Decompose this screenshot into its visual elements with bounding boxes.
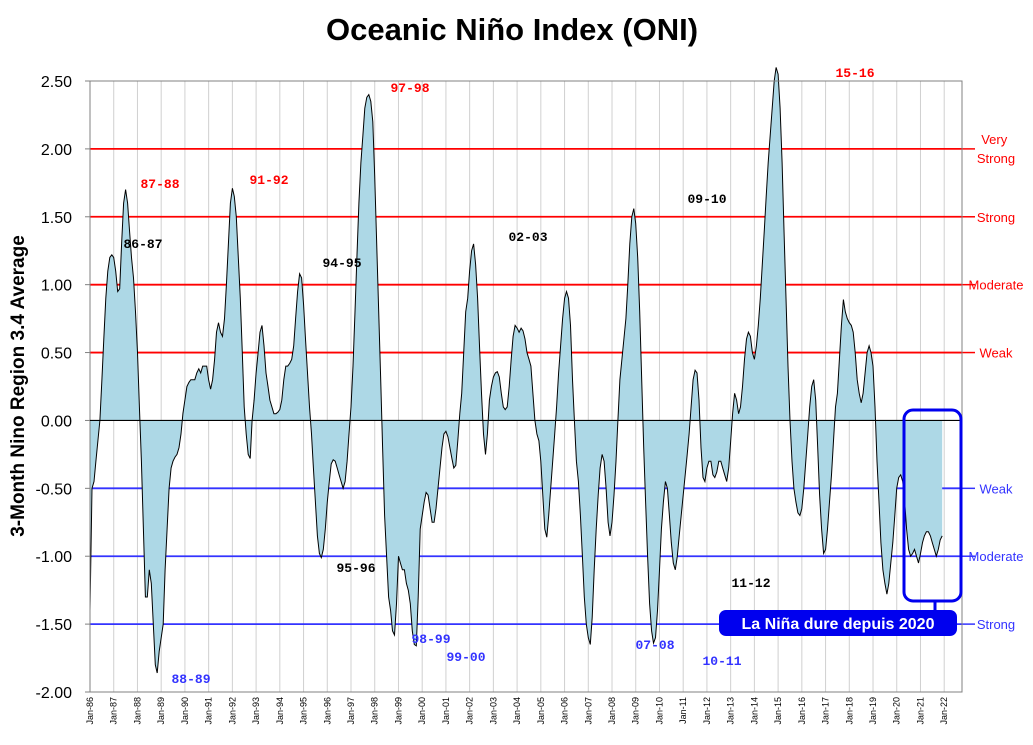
oni-line	[89, 67, 943, 674]
threshold-label: Strong	[977, 210, 1015, 225]
event-label: 07-08	[635, 638, 674, 653]
x-tick-label: Jan-97	[346, 697, 356, 725]
y-tick-label: -2.00	[36, 685, 73, 702]
x-tick-label: Jan-04	[512, 697, 522, 725]
x-tick-label: Jan-05	[536, 697, 546, 725]
event-label: 87-88	[140, 177, 179, 192]
chart-title: Oceanic Niño Index (ONI)	[326, 12, 698, 47]
plot-frame	[89, 80, 963, 693]
la-nina-annotation: La Niña dure depuis 2020	[719, 408, 963, 636]
y-tick-label: 2.00	[41, 142, 72, 159]
oni-area-fill	[90, 67, 943, 673]
x-tick-label: Jan-91	[204, 697, 214, 725]
x-tick-label: Jan-21	[916, 697, 926, 725]
y-tick-label: 0.00	[41, 413, 72, 430]
x-tick-label: Jan-07	[583, 697, 593, 725]
threshold-lines: Very Strong Strong Moderate Weak Weak Moderat…	[90, 132, 1023, 632]
threshold-label: Strong	[977, 617, 1015, 632]
x-tick-label: Jan-19	[868, 697, 878, 725]
x-tick-label: Jan-92	[227, 697, 237, 725]
event-label: 95-96	[336, 561, 375, 576]
y-tick-label: 1.00	[41, 278, 72, 295]
event-label: 86-87	[123, 237, 162, 252]
x-tick-label: Jan-00	[417, 697, 427, 725]
event-label: 10-11	[702, 654, 741, 669]
x-tick-label: Jan-98	[370, 697, 380, 725]
event-label: 11-12	[731, 576, 770, 591]
threshold-label: Weak	[980, 346, 1013, 361]
x-tick-label: Jan-06	[560, 697, 570, 725]
x-tick-label: Jan-18	[844, 697, 854, 725]
y-tick-label: 2.50	[41, 74, 72, 91]
callout-box	[719, 610, 957, 636]
threshold-label: Very Strong	[977, 132, 1015, 166]
event-label: 09-10	[687, 192, 726, 207]
event-label: 15-16	[835, 66, 874, 81]
x-tick-label: Jan-99	[394, 697, 404, 725]
x-tick-label: Jan-02	[465, 697, 475, 725]
x-tick-label: Jan-13	[726, 697, 736, 725]
x-tick-label: Jan-09	[631, 697, 641, 725]
event-label: 98-99	[411, 632, 450, 647]
threshold-label: Moderate	[969, 278, 1024, 293]
event-label: 88-89	[171, 672, 210, 687]
event-labels: 86-87 87-88 88-89 91-92 94-95 95-96 97-98 98-99…	[123, 66, 874, 687]
series-area	[89, 67, 943, 674]
y-tick-label: 1.50	[41, 210, 72, 227]
x-tick-label: Jan-14	[749, 697, 759, 725]
x-tick-labels: Jan-86 Jan-87 Jan-88 Jan-89 Jan-90 Jan-91 Jan-…	[85, 697, 949, 725]
y-tick-label: -1.50	[36, 617, 73, 634]
x-tick-label: Jan-20	[892, 697, 902, 725]
y-tick-label: -0.50	[36, 481, 73, 498]
x-tick-label: Jan-16	[797, 697, 807, 725]
x-tick-label: Jan-94	[275, 697, 285, 725]
x-tick-label: Jan-90	[180, 697, 190, 725]
x-tick-label: Jan-17	[821, 697, 831, 725]
threshold-label: Moderate	[969, 549, 1024, 564]
y-tick-labels: -2.00 -1.50 -1.00 -0.50 0.00 0.50 1.00 1.50 2.00…	[36, 74, 90, 702]
x-tick-label: Jan-89	[156, 697, 166, 725]
x-tick-label: Jan-88	[133, 697, 143, 725]
x-tick-label: Jan-15	[773, 697, 783, 725]
x-tick-label: Jan-22	[939, 697, 949, 725]
x-tick-label: Jan-03	[488, 697, 498, 725]
x-tick-label: Jan-01	[441, 697, 451, 725]
x-tick-label: Jan-08	[607, 697, 617, 725]
event-label: 91-92	[249, 173, 288, 188]
x-tick-label: Jan-12	[702, 697, 712, 725]
event-label: 02-03	[508, 230, 547, 245]
x-tick-label: Jan-93	[251, 697, 261, 725]
threshold-label: Weak	[980, 481, 1013, 496]
x-tick-label: Jan-95	[299, 697, 309, 725]
x-tick-label: Jan-10	[655, 697, 665, 725]
x-tick-label: Jan-86	[85, 697, 95, 725]
x-tick-label: Jan-87	[109, 697, 119, 725]
callout-text: La Niña dure depuis 2020	[742, 616, 935, 633]
x-tick-label: Jan-96	[322, 697, 332, 725]
axes	[89, 80, 963, 693]
event-label: 97-98	[390, 81, 429, 96]
y-tick-label: -1.00	[36, 549, 73, 566]
y-axis-label: 3-Month Nino Region 3.4 Average	[8, 235, 29, 537]
event-label: 94-95	[322, 256, 361, 271]
y-tick-label: 0.50	[41, 346, 72, 363]
event-label: 99-00	[446, 650, 485, 665]
x-tick-label: Jan-11	[678, 697, 688, 724]
la-nina-highlight-box	[902, 408, 963, 603]
